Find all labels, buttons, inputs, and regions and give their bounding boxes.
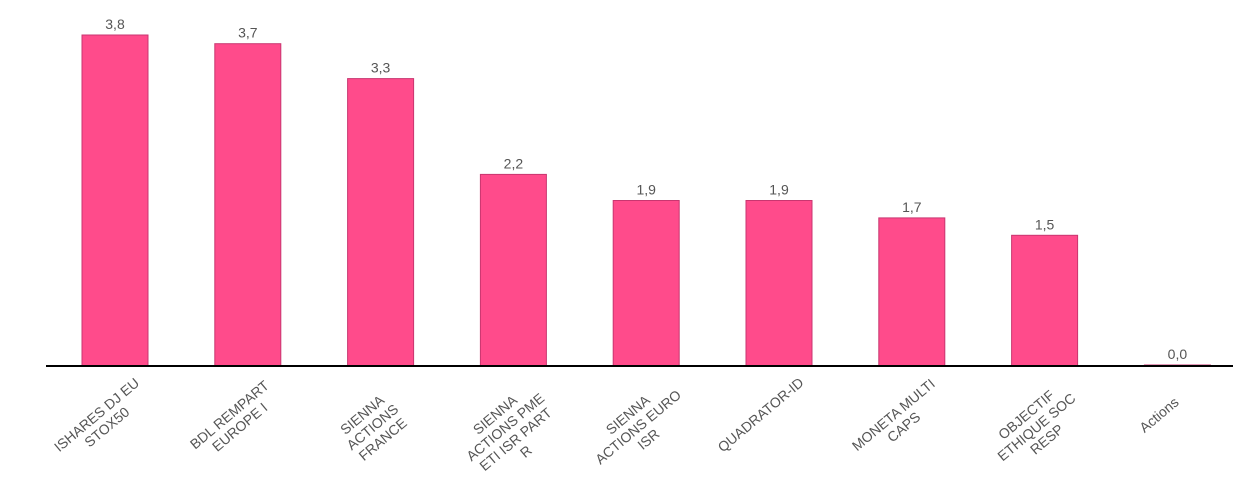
category-label: SIENNAACTIONS PMEETI ISR PARTR (453, 378, 568, 489)
bar (347, 78, 415, 367)
category-label: Actions (1136, 394, 1181, 436)
value-label: 1,9 (636, 182, 656, 198)
category-label: MONETA MULTICAPS (849, 375, 948, 466)
category-label: SIENNAACTIONSFRANCE (333, 389, 412, 466)
value-label: 3,8 (105, 16, 125, 32)
value-label: 3,7 (238, 25, 258, 41)
value-labels-group: 3,8 3,7 3,3 2,2 1,9 1,9 1,7 1,5 0,0 (105, 16, 1187, 362)
category-label: SIENNAACTIONS EUROISR (582, 374, 695, 479)
value-label: 1,9 (769, 182, 789, 198)
category-label: QUADRATOR-ID (714, 374, 806, 455)
category-labels-group: ISHARES DJ EUSTOX50 BDL REMPARTEUROPE I SI… (51, 374, 1182, 489)
category-label-line: Actions (1136, 394, 1181, 436)
value-label: 3,3 (371, 60, 391, 76)
value-label: 1,5 (1035, 216, 1055, 232)
bar (878, 217, 946, 367)
value-label: 2,2 (504, 155, 524, 171)
bars-group (81, 34, 1211, 367)
category-label: OBJECTIFETHIQUE SOCRESP (984, 378, 1089, 477)
category-label: ISHARES DJ EUSTOX50 (51, 375, 153, 468)
bar (479, 173, 547, 367)
category-label-line: QUADRATOR-ID (714, 374, 806, 455)
bar (81, 34, 149, 367)
bar (214, 43, 282, 367)
bar (1011, 234, 1079, 367)
bar (612, 200, 680, 367)
value-label: 1,7 (902, 199, 922, 215)
value-label: 0,0 (1168, 346, 1188, 362)
bar (745, 200, 813, 367)
category-label: BDL REMPARTEUROPE I (187, 377, 283, 465)
